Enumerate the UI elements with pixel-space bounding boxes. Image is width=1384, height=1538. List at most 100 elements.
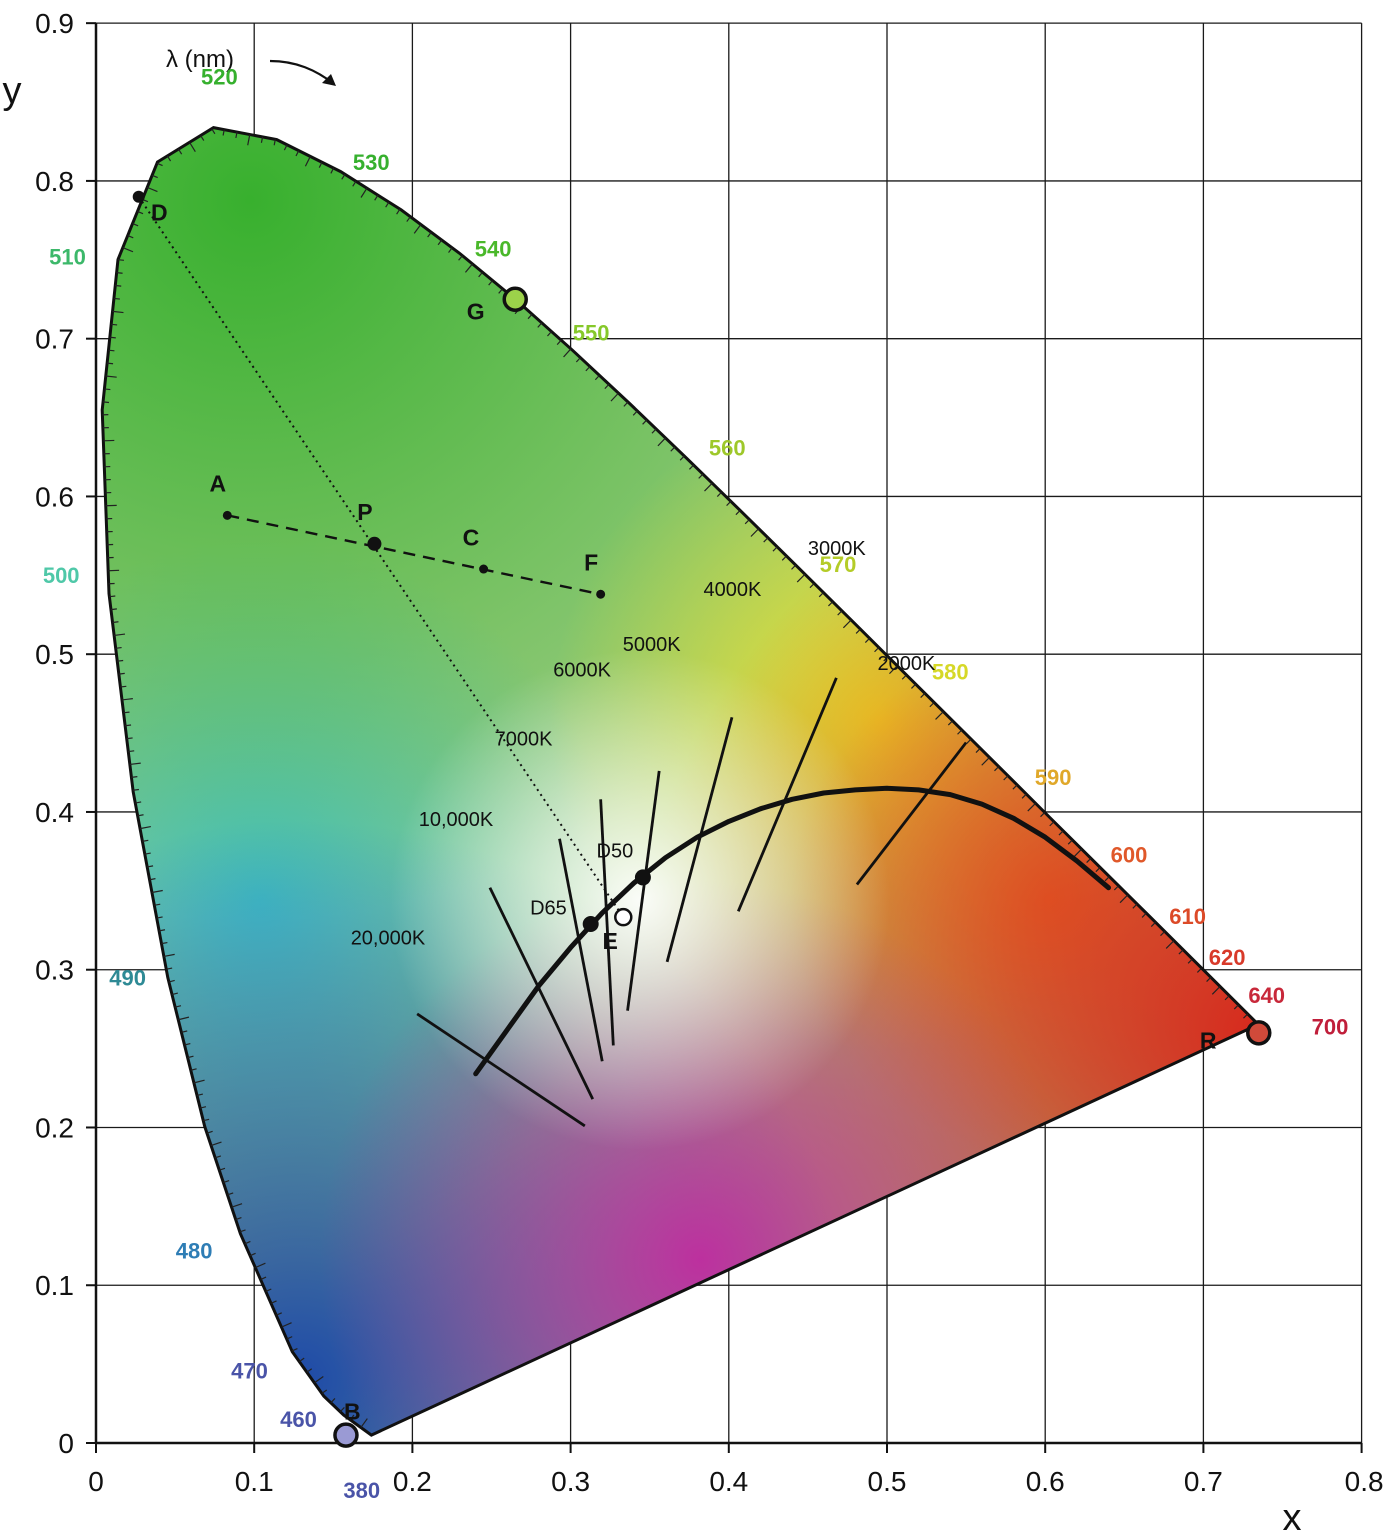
locus-tick <box>314 1375 324 1384</box>
locus-tick <box>121 698 133 701</box>
locus-tick <box>1067 839 1073 845</box>
x-tick-label: 0.7 <box>1184 1466 1223 1497</box>
wavelength-label-590: 590 <box>1035 765 1072 790</box>
point-d <box>132 190 145 203</box>
locus-tick <box>1211 986 1221 995</box>
wavelength-label-530: 530 <box>353 150 390 175</box>
locus-tick <box>123 711 130 714</box>
locus-tick <box>657 437 666 447</box>
locus-tick <box>642 419 648 425</box>
locus-tick <box>604 383 610 390</box>
locus-tick <box>464 263 473 273</box>
locus-tick <box>874 647 880 653</box>
locus-tick <box>276 1312 282 1316</box>
locus-tick <box>527 313 533 320</box>
isotemp-label-3000k: 3000K <box>808 538 866 560</box>
locus-tick <box>427 231 432 238</box>
locus-tick <box>286 1336 293 1340</box>
locus-tick <box>181 1030 188 1033</box>
locus-tick <box>193 1079 205 1084</box>
locus-tick <box>144 852 151 855</box>
wavelength-label-380: 380 <box>343 1478 380 1503</box>
locus-tick <box>321 1389 328 1394</box>
locus-tick <box>910 683 917 689</box>
locus-tick <box>1233 1004 1239 1010</box>
locus-tick <box>828 601 834 607</box>
locus-tick <box>283 144 288 151</box>
locus-tick <box>1003 775 1009 781</box>
locus-tick <box>537 322 543 328</box>
locus-tick <box>108 349 115 352</box>
isotemp-label-20000k: 20,000K <box>351 927 426 949</box>
locus-tick <box>114 633 126 637</box>
y-axis-title: y <box>3 70 22 112</box>
locus-tick <box>115 646 122 649</box>
isotemp-label-4000k: 4000K <box>703 579 761 601</box>
locus-tick <box>200 135 205 141</box>
locus-tick <box>105 375 117 378</box>
locus-tick <box>231 1203 243 1208</box>
locus-tick <box>735 510 741 516</box>
wavelength-label-600: 600 <box>1111 842 1148 867</box>
locus-tick <box>716 491 722 497</box>
locus-tick <box>131 776 138 778</box>
locus-tick <box>151 174 158 179</box>
locus-tick <box>214 1155 222 1159</box>
locus-tick <box>352 180 357 187</box>
locus-tick <box>670 446 676 452</box>
locus-tick <box>151 889 163 894</box>
locus-tick <box>632 410 638 416</box>
locus-tick <box>679 455 685 461</box>
locus-tick <box>154 903 161 906</box>
locus-tick <box>190 1068 197 1071</box>
locus-tick <box>161 941 168 945</box>
construction-line-d-e <box>137 196 625 918</box>
point-e <box>614 907 633 927</box>
locus-tick <box>116 272 123 274</box>
locus-tick <box>1141 912 1147 918</box>
wavelength-label-570: 570 <box>820 552 857 577</box>
x-tick-label: 0 <box>88 1466 104 1497</box>
locus-tick <box>796 573 806 583</box>
locus-tick <box>1196 967 1203 973</box>
locus-tick <box>147 865 154 868</box>
locus-tick <box>122 247 134 253</box>
locus-tick <box>177 148 183 155</box>
locus-tick <box>281 1322 292 1328</box>
locus-tick <box>249 1252 256 1257</box>
locus-tick <box>864 637 870 644</box>
locus-tick <box>255 1262 266 1269</box>
primary-g <box>502 286 528 312</box>
locus-tick <box>1160 931 1166 937</box>
locus-tick <box>651 428 657 434</box>
wavelength-label-610: 610 <box>1169 904 1206 929</box>
locus-tick <box>178 1016 190 1021</box>
locus-tick <box>295 150 300 157</box>
locus-tick <box>781 555 787 561</box>
locus-tick <box>1132 903 1138 909</box>
wavelength-label-540: 540 <box>475 237 512 262</box>
isotemp-line-5000k <box>626 770 661 1011</box>
locus-tick <box>273 139 276 146</box>
point-f <box>596 589 606 599</box>
primary-r <box>1246 1020 1272 1046</box>
locus-tick <box>223 1180 230 1184</box>
locus-tick <box>187 1055 194 1059</box>
locus-tick <box>437 239 443 246</box>
locus-tick <box>126 737 133 740</box>
locus-tick <box>374 194 379 201</box>
x-tick-label: 0.2 <box>393 1466 432 1497</box>
locus-tick <box>1165 940 1175 949</box>
locus-tick <box>563 348 572 358</box>
isotemp-label-7000k: 7000K <box>495 729 553 751</box>
locus-tick <box>117 659 124 662</box>
locus-tick <box>137 814 144 817</box>
wavelength-label-510: 510 <box>49 245 86 270</box>
locus-tick <box>341 173 346 180</box>
locus-tick <box>235 1217 242 1221</box>
primary-label-g: G <box>467 299 485 325</box>
locus-tick <box>135 801 142 804</box>
locus-tick <box>1073 848 1083 858</box>
locus-tick <box>763 537 769 543</box>
